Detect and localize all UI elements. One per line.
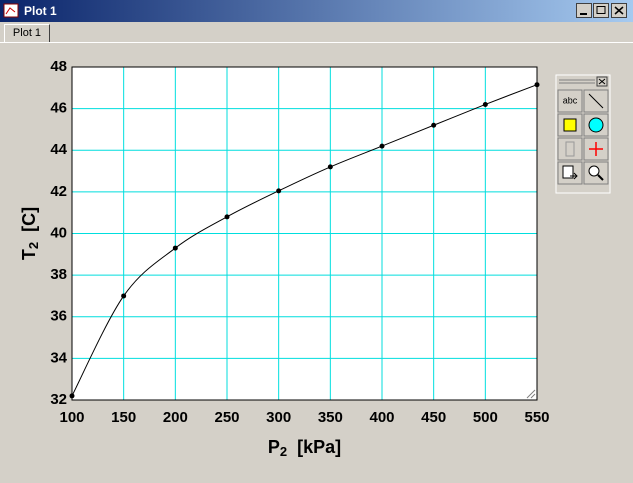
data-point [534, 82, 540, 88]
data-point [121, 293, 127, 299]
x-tick-label: 550 [524, 409, 549, 426]
y-tick-label: 44 [50, 141, 67, 158]
window-title: Plot 1 [24, 4, 57, 18]
y-axis-label: T2 [C] [19, 207, 42, 260]
y-tick-label: 48 [50, 58, 67, 75]
y-tick-label: 42 [50, 183, 67, 200]
data-point [69, 393, 75, 399]
axis-label-part: 2 [280, 444, 287, 459]
data-point [431, 122, 437, 128]
app-icon [3, 3, 19, 18]
x-tick-label: 200 [163, 409, 188, 426]
axis-label-part: P [268, 437, 280, 457]
axis-label-part: 2 [26, 242, 41, 249]
x-tick-label: 350 [318, 409, 343, 426]
data-point [224, 214, 230, 220]
axis-label-part: T [19, 249, 39, 260]
x-tick-label: 300 [266, 409, 291, 426]
data-line [71, 84, 538, 397]
x-tick-label: 100 [59, 409, 84, 426]
y-tick-label: 36 [50, 308, 67, 325]
y-tick-label: 40 [50, 224, 67, 241]
resize-grip [526, 389, 536, 399]
window-buttons[interactable] [576, 3, 630, 19]
data-point [172, 245, 178, 251]
data-point [482, 101, 488, 107]
chart: abc 100 150 200 250 300 350 400 450 500 550 32 34 36… [0, 42, 633, 460]
align-tool[interactable] [557, 137, 583, 161]
tab[interactable]: Plot 1 [4, 24, 50, 43]
title-bar: Plot 1 [0, 0, 633, 22]
x-tick-label: 250 [214, 409, 239, 426]
data-point [276, 188, 282, 194]
text-tool[interactable] [557, 89, 583, 113]
plot-frame [71, 66, 538, 401]
x-tick-label: 150 [111, 409, 136, 426]
toolbar: abc [555, 74, 611, 194]
x-tick-label: 500 [473, 409, 498, 426]
data-point [379, 143, 385, 149]
y-tick-label: 38 [50, 266, 67, 283]
data-point [327, 164, 333, 170]
text-tool-label: abc [563, 95, 578, 105]
y-tick-label: 32 [50, 391, 67, 408]
y-tick-label: 34 [50, 349, 67, 366]
axis-label-part: [C] [19, 207, 39, 232]
axis-label-part: [kPa] [297, 437, 341, 457]
x-tick-label: 400 [369, 409, 394, 426]
x-tick-label: 450 [421, 409, 446, 426]
x-axis-label: P2 [kPa] [268, 437, 341, 460]
y-tick-label: 46 [50, 100, 67, 117]
